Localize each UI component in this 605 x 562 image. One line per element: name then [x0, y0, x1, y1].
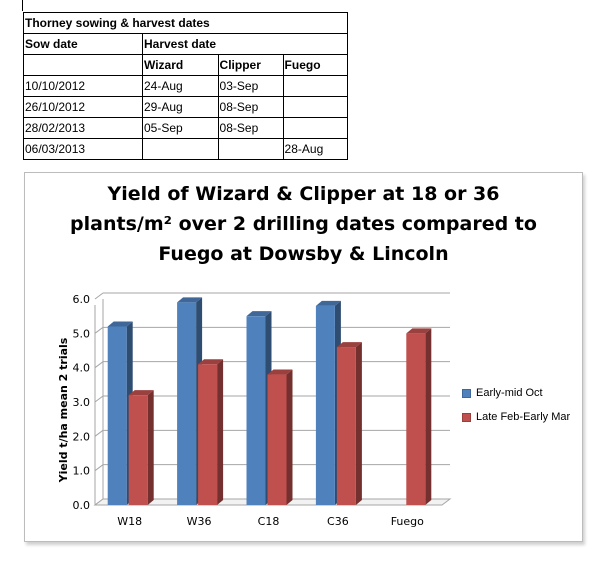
y-tick-label: 3.0 — [73, 396, 91, 409]
gridline-diagonal — [94, 326, 104, 334]
chart-panel: Yield of Wizard & Clipper at 18 or 36 pl… — [24, 172, 583, 542]
bar-chart: 0.0 1.0 2.0 3.0 4.0 5.0 6.0 Yield t/ha mean 2 t… — [57, 292, 452, 528]
legend-swatch — [462, 412, 471, 422]
gridline-diagonal — [94, 464, 104, 472]
bar — [315, 305, 335, 505]
bar-side — [147, 390, 154, 505]
gridline-diagonal — [94, 292, 104, 300]
y-axis-label: Yield t/ha mean 2 trials — [57, 337, 70, 483]
table-title: Thorney sowing & harvest dates — [23, 12, 348, 34]
x-tick-label: W18 — [117, 515, 142, 528]
chart-title-line: plants/m² over 2 drilling dates compared… — [70, 213, 537, 235]
page-margin-line — [22, 0, 23, 11]
clipper-harvest-cell: 03-Sep — [217, 75, 284, 97]
x-tick-label: W36 — [187, 515, 212, 528]
table-row: 26/10/2012 29-Aug 08-Sep — [23, 96, 348, 118]
y-tick-label: 4.0 — [73, 362, 91, 375]
bar — [128, 395, 148, 505]
bar — [177, 302, 197, 505]
bar-side — [217, 359, 224, 505]
bar-top — [406, 328, 432, 334]
x-tick-label: C18 — [258, 515, 280, 528]
chart-title-line: Fuego at Dowsby & Lincoln — [158, 243, 449, 265]
sow-date-header: Sow date — [23, 33, 143, 55]
variety-header-fuego: Fuego — [282, 54, 348, 76]
bar-side — [425, 328, 432, 505]
wizard-harvest-cell: 05-Sep — [142, 117, 219, 139]
bar — [406, 333, 426, 505]
wizard-harvest-cell — [142, 138, 219, 160]
fuego-harvest-cell — [282, 75, 348, 97]
clipper-harvest-cell — [217, 138, 284, 160]
gridline-diagonal — [94, 395, 104, 403]
harvest-header-spacer — [218, 33, 284, 55]
table-header-row: Sow date Harvest date — [23, 33, 348, 55]
sowing-harvest-table: Thorney sowing & harvest dates Sow date … — [23, 12, 348, 160]
bar-top — [107, 321, 133, 327]
legend-item: Late Feb-Early Mar — [462, 409, 570, 425]
fuego-harvest-cell — [282, 96, 348, 118]
x-tick-label: Fuego — [391, 515, 424, 528]
table-title-row: Thorney sowing & harvest dates — [23, 12, 348, 34]
bar — [198, 364, 218, 505]
y-tick-label: 2.0 — [73, 430, 91, 443]
chart-title-line: Yield of Wizard & Clipper at 18 or 36 — [107, 183, 500, 205]
clipper-harvest-cell: 08-Sep — [217, 96, 284, 118]
y-tick-label: 6.0 — [73, 293, 91, 306]
bar-top — [128, 390, 154, 396]
chart-legend: Early-mid Oct Late Feb-Early Mar — [462, 385, 570, 433]
sow-date-cell: 28/02/2013 — [23, 117, 143, 139]
fuego-harvest-cell — [282, 117, 348, 139]
variety-header-wizard: Wizard — [142, 54, 219, 76]
sow-date-cell: 10/10/2012 — [23, 75, 143, 97]
bar — [246, 316, 266, 505]
table-row: 06/03/2013 28-Aug — [23, 138, 348, 160]
fuego-harvest-cell: 28-Aug — [282, 138, 348, 160]
sow-date-cell: 26/10/2012 — [23, 96, 143, 118]
bar-top — [198, 359, 224, 365]
clipper-harvest-cell: 08-Sep — [217, 117, 284, 139]
bar — [336, 347, 356, 505]
bar-side — [286, 369, 293, 505]
bar-top — [336, 342, 362, 348]
harvest-date-header: Harvest date — [142, 33, 219, 55]
legend-label: Early-mid Oct — [476, 387, 543, 399]
x-tick-label: C36 — [327, 515, 349, 528]
y-tick-label: 0.0 — [73, 499, 91, 512]
chart-title: Yield of Wizard & Clipper at 18 or 36 pl… — [25, 179, 582, 269]
gridline-diagonal — [94, 429, 104, 437]
sow-date-cell: 06/03/2013 — [23, 138, 143, 160]
gridline-diagonal — [94, 361, 104, 369]
wizard-harvest-cell: 24-Aug — [142, 75, 219, 97]
harvest-header-spacer — [283, 33, 348, 55]
bar — [107, 326, 127, 505]
y-tick-label: 5.0 — [73, 327, 91, 340]
legend-item: Early-mid Oct — [462, 385, 570, 401]
bar — [267, 374, 287, 505]
legend-swatch — [462, 388, 471, 398]
table-row: 28/02/2013 05-Sep 08-Sep — [23, 117, 348, 139]
bar-top — [315, 300, 341, 306]
table-row: 10/10/2012 24-Aug 03-Sep — [23, 75, 348, 97]
bar-top — [267, 369, 293, 375]
y-tick-label: 1.0 — [73, 465, 91, 478]
wizard-harvest-cell: 29-Aug — [142, 96, 219, 118]
bar-top — [246, 311, 272, 317]
bar-top — [177, 297, 203, 303]
variety-header-clipper: Clipper — [217, 54, 284, 76]
bar-side — [355, 342, 362, 505]
variety-header-row: Wizard Clipper Fuego — [23, 54, 348, 76]
empty-cell — [23, 54, 143, 76]
legend-label: Late Feb-Early Mar — [476, 411, 571, 423]
